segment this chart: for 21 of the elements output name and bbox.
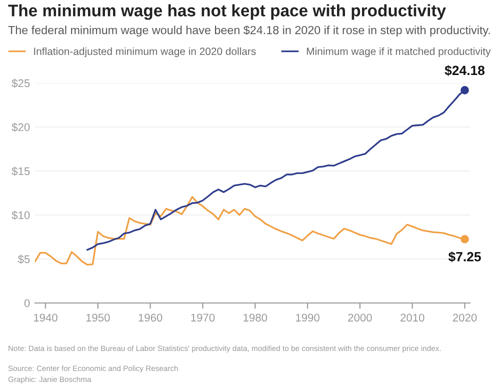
x-tick-label: 1990 (296, 314, 320, 322)
annotation: $24.18 (444, 65, 485, 76)
chart-subtitle: The federal minimum wage would have been $24.18 in 2020 if it rose in step with productivity. (8, 25, 490, 37)
y-tick-label: $25 (12, 78, 30, 88)
legend-label: Inflation-adjusted minimum wage in 2020 dollars (34, 47, 256, 58)
x-tick-label: 2000 (348, 314, 372, 322)
x-tick-label: 1950 (86, 314, 110, 322)
x-tick-label: 1980 (244, 314, 268, 322)
x-tick-label: 1970 (191, 314, 215, 322)
annotation: $7.25 (448, 251, 481, 262)
y-tick-label: $10 (12, 210, 30, 220)
y-tick-label: $5 (18, 254, 30, 264)
legend-label: Minimum wage if it matched productivity (306, 47, 491, 58)
x-tick-label: 2020 (452, 314, 477, 322)
y-tick-label: $20 (12, 122, 30, 132)
chart-title: The minimum wage has not kept pace with productivity (8, 4, 446, 20)
y-tick-label: $15 (12, 166, 30, 176)
x-tick-label: 1940 (34, 314, 58, 322)
y-tick-label: 0 (24, 299, 30, 308)
x-tick-label: 1960 (138, 314, 162, 322)
x-tick-label: 2010 (400, 314, 424, 322)
